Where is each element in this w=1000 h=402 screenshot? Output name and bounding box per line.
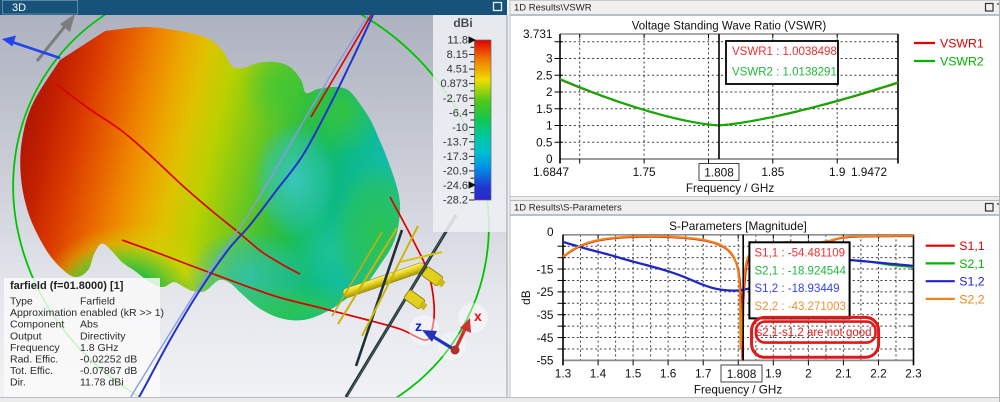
svg-text:2: 2	[805, 367, 812, 381]
svg-text:1.7: 1.7	[695, 367, 711, 381]
svg-text:2.2: 2.2	[870, 367, 886, 381]
svg-text:S2,2 : -43.271003: S2,2 : -43.271003	[755, 301, 846, 313]
svg-text:3: 3	[546, 52, 553, 66]
svg-text:-0.02252 dB: -0.02252 dB	[80, 354, 137, 366]
svg-text:S1,1 : -54.481109: S1,1 : -54.481109	[755, 248, 846, 260]
svg-text:-13.7: -13.7	[443, 136, 468, 148]
svg-text:1.6: 1.6	[660, 367, 677, 381]
svg-text:-35: -35	[536, 308, 553, 322]
svg-text:-25: -25	[536, 285, 553, 299]
svg-text:Approximation: Approximation	[10, 307, 77, 319]
svg-text:2.3: 2.3	[905, 367, 922, 381]
svg-text:Farfield: Farfield	[80, 296, 115, 308]
svg-text:1.4: 1.4	[590, 367, 607, 381]
svg-text:z: z	[415, 318, 422, 334]
svg-text:S1,2: S1,2	[959, 275, 984, 289]
svg-text:1.9472: 1.9472	[851, 165, 887, 179]
svg-text:Abs: Abs	[80, 319, 98, 331]
svg-text:Tot. Effic.: Tot. Effic.	[10, 365, 53, 377]
svg-text:1.6847: 1.6847	[533, 165, 569, 179]
svg-text:Frequency / GHz: Frequency / GHz	[694, 384, 782, 397]
svg-text:11.78 dBi: 11.78 dBi	[80, 377, 124, 389]
svg-text:enabled (kR >> 1): enabled (kR >> 1)	[80, 307, 164, 319]
svg-text:VSWR1: VSWR1	[940, 37, 984, 51]
svg-text:S2,1: S2,1	[959, 257, 984, 271]
svg-text:-17.3: -17.3	[443, 151, 468, 163]
svg-text:-0.07867 dB: -0.07867 dB	[80, 365, 137, 377]
svg-text:0.5: 0.5	[536, 135, 553, 149]
svg-text:1.75: 1.75	[633, 165, 656, 179]
svg-text:-2.76: -2.76	[443, 93, 468, 105]
svg-text:x: x	[474, 308, 482, 324]
svg-text:VSWR2 : 1.0138291: VSWR2 : 1.0138291	[732, 66, 837, 78]
svg-text:4.51: 4.51	[447, 64, 468, 76]
svg-text:1.9: 1.9	[765, 367, 781, 381]
svg-text:1.5: 1.5	[625, 367, 642, 381]
svg-text:2.1: 2.1	[835, 367, 851, 381]
svg-text:Output: Output	[10, 330, 42, 342]
svg-text:Frequency / GHz: Frequency / GHz	[686, 182, 774, 195]
svg-text:Component: Component	[10, 319, 64, 331]
svg-text:Frequency: Frequency	[10, 342, 60, 354]
svg-text:-28.2: -28.2	[443, 195, 468, 207]
svg-text:VSWR1 : 1.0038498: VSWR1 : 1.0038498	[732, 46, 837, 58]
svg-text:S1,2 : -18.93449: S1,2 : -18.93449	[755, 283, 840, 295]
svg-text:VSWR2: VSWR2	[940, 55, 984, 69]
svg-text:dBi: dBi	[453, 16, 472, 30]
svg-text:3D: 3D	[12, 2, 26, 14]
svg-text:1: 1	[546, 119, 553, 133]
svg-text:Rad. Effic.: Rad. Effic.	[10, 354, 58, 366]
svg-text:Type: Type	[10, 296, 33, 308]
svg-text:0.873: 0.873	[440, 78, 468, 90]
svg-text:s2,1-s1,2 are not good: s2,1-s1,2 are not good	[756, 327, 871, 339]
svg-text:-20.9: -20.9	[443, 166, 468, 178]
svg-text:1.85: 1.85	[761, 165, 784, 179]
svg-text:S2,2: S2,2	[959, 292, 984, 306]
svg-text:-10: -10	[452, 122, 468, 134]
svg-text:-45: -45	[536, 331, 553, 345]
svg-text:dB: dB	[519, 290, 533, 305]
svg-text:11.8: 11.8	[447, 35, 468, 47]
svg-text:1.8 GHz: 1.8 GHz	[80, 342, 119, 354]
svg-text:1D Results\VSWR: 1D Results\VSWR	[514, 3, 592, 14]
svg-text:Voltage Standing Wave Ratio (V: Voltage Standing Wave Ratio (VSWR)	[632, 21, 827, 33]
svg-text:Dir.: Dir.	[10, 377, 26, 389]
svg-text:0: 0	[547, 225, 554, 239]
svg-text:S-Parameters [Magnitude]: S-Parameters [Magnitude]	[669, 219, 807, 233]
svg-text:3.731: 3.731	[523, 27, 553, 41]
svg-text:S2,1 : -18.924544: S2,1 : -18.924544	[755, 265, 847, 277]
svg-text:2.5: 2.5	[536, 69, 553, 83]
svg-text:farfield (f=01.8000) [1]: farfield (f=01.8000) [1]	[10, 280, 124, 292]
svg-text:1.808: 1.808	[704, 166, 734, 180]
svg-text:1.3: 1.3	[555, 367, 572, 381]
svg-text:-55: -55	[536, 354, 553, 368]
svg-text:-6.4: -6.4	[449, 107, 468, 119]
svg-text:1.808: 1.808	[727, 367, 757, 381]
svg-text:1.5: 1.5	[536, 102, 553, 116]
svg-text:-15: -15	[536, 262, 553, 276]
svg-text:1D Results\S-Parameters: 1D Results\S-Parameters	[514, 203, 622, 214]
svg-text:Directivity: Directivity	[80, 330, 126, 342]
svg-text:8.15: 8.15	[447, 49, 468, 61]
svg-text:S1,1: S1,1	[959, 239, 984, 253]
svg-text:0: 0	[546, 152, 553, 166]
svg-text:1.9: 1.9	[829, 165, 845, 179]
svg-text:-24.6: -24.6	[443, 180, 468, 192]
svg-text:2: 2	[546, 85, 553, 99]
